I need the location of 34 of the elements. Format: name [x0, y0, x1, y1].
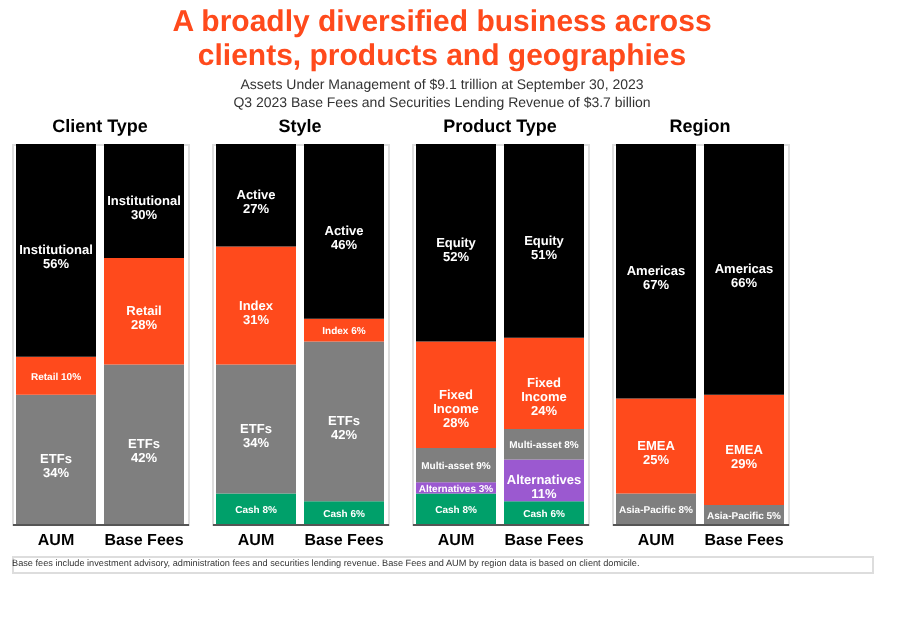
bar — [704, 394, 784, 505]
x-tick-label: AUM — [37, 531, 75, 549]
bar — [16, 144, 96, 357]
bar — [304, 341, 384, 502]
bar — [104, 258, 184, 365]
chart-title: Client Type — [52, 116, 148, 136]
x-tick-label: Base Fees — [704, 531, 785, 549]
x-tick-label: Base Fees — [504, 531, 585, 549]
text: A broadly diversified business across clients, products and geographies — [172, 5, 712, 73]
x-tick-label: Base Fees — [104, 531, 185, 549]
bar — [416, 493, 496, 524]
bar — [616, 144, 696, 399]
bar — [216, 246, 296, 365]
chart-title: Region — [669, 116, 731, 136]
x-tick-label: AUM — [637, 531, 675, 549]
x-tick-label: Base Fees — [304, 531, 385, 549]
bar — [16, 356, 96, 395]
bar — [304, 144, 384, 319]
bar — [416, 341, 496, 448]
bar — [104, 364, 184, 524]
chart-title: Product Type — [443, 116, 557, 136]
x-tick-label: AUM — [237, 531, 275, 549]
bar — [704, 144, 784, 395]
bar — [216, 493, 296, 524]
bar — [216, 144, 296, 247]
bar — [104, 144, 184, 258]
bar — [504, 144, 584, 338]
x-tick-label: AUM — [437, 531, 475, 549]
bar — [416, 144, 496, 342]
bar — [616, 398, 696, 494]
chart-title: Style — [278, 116, 322, 136]
bar — [16, 394, 96, 524]
bar — [504, 337, 584, 429]
bar — [216, 364, 296, 494]
